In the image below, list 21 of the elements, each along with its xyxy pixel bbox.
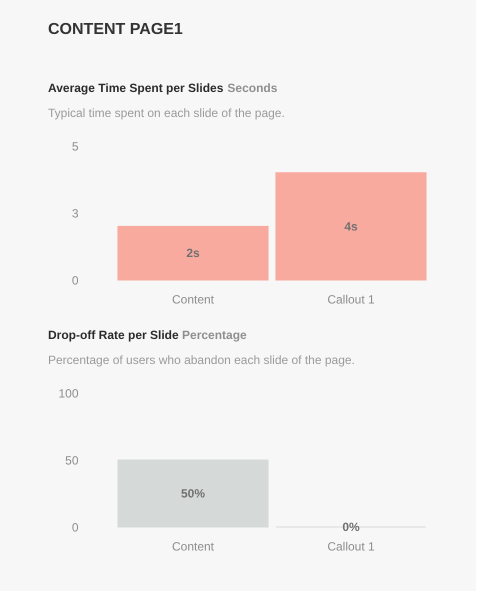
text: CONTENT PAGE1	[48, 21, 183, 38]
x-tick-label: Content	[172, 540, 215, 554]
y-tick-label: 100	[58, 386, 79, 400]
x-tick-label: Content	[172, 292, 215, 306]
data-label: 4s	[344, 219, 358, 234]
chart-title: Average Time Spent per Slides	[48, 81, 224, 95]
y-tick-label: 50	[65, 454, 79, 468]
data-label: 50%	[180, 486, 206, 500]
chart-title: Drop-off Rate per Slide	[48, 328, 179, 342]
y-tick-label: 0	[72, 274, 79, 288]
y-tick-label: 3	[72, 206, 79, 220]
data-label: 2s	[186, 246, 200, 260]
data-label: 0%	[342, 520, 360, 534]
y-axis-title: Seconds	[227, 81, 278, 95]
y-axis-title: Percentage	[182, 328, 248, 342]
x-tick-label: Callout 1	[327, 292, 375, 306]
chart-subtitle: Percentage of users who abandon each slide of the page.	[48, 353, 355, 367]
y-tick-label: 0	[72, 520, 79, 534]
chart-subtitle: Typical time spent on each slide of the page.	[48, 106, 285, 120]
x-tick-label: Callout 1	[327, 540, 375, 554]
y-tick-label: 5	[72, 140, 79, 154]
